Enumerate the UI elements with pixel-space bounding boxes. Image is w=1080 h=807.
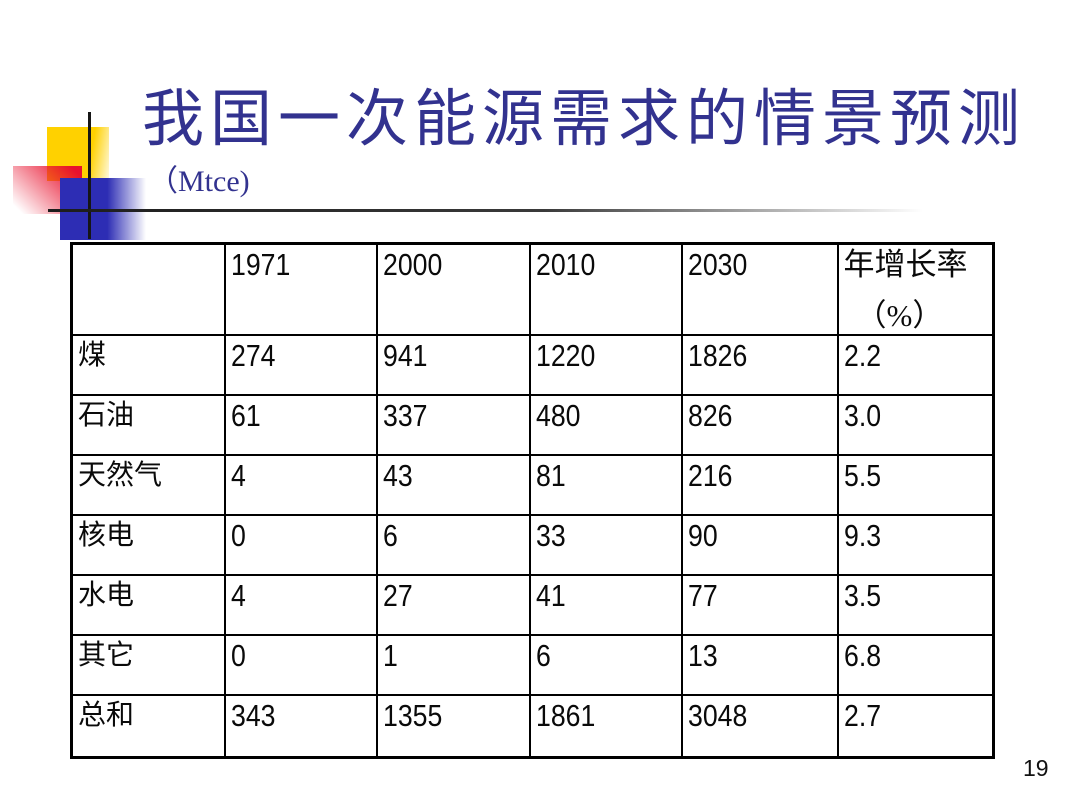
row-label: 其它 (70, 634, 226, 697)
cell: 480 (528, 394, 683, 457)
slide-title: 我国一次能源需求的情景预测 (142, 86, 1027, 154)
table-row-hydro: 水电 4 27 41 77 3.5 (70, 574, 995, 637)
header-year-2030: 2030 (680, 242, 839, 337)
header-year-1971: 1971 (223, 242, 378, 337)
cell: 81 (528, 454, 683, 517)
row-label: 核电 (70, 514, 226, 577)
cell: 3048 (680, 694, 839, 759)
cell: 6 (375, 514, 531, 577)
title-underline-rule (48, 209, 950, 212)
cell: 27 (375, 574, 531, 637)
energy-demand-table: 1971 2000 2010 2030 年增长率 （%） 煤 274 941 1… (70, 242, 995, 759)
cell: 6.8 (836, 634, 995, 697)
cell: 61 (223, 394, 378, 457)
slide-subtitle: （Mtce) (148, 165, 250, 198)
row-label: 煤 (70, 334, 226, 397)
cell: 337 (375, 394, 531, 457)
header-empty-cell (70, 242, 226, 337)
cell: 77 (680, 574, 839, 637)
table-row-other: 其它 0 1 6 13 6.8 (70, 634, 995, 697)
cell: 3.5 (836, 574, 995, 637)
header-year-2000: 2000 (375, 242, 531, 337)
cell: 1 (375, 634, 531, 697)
cell: 1826 (680, 334, 839, 397)
cell: 343 (223, 694, 378, 759)
growth-header-line1: 年增长率 (843, 247, 968, 282)
cell: 43 (375, 454, 531, 517)
cell: 3.0 (836, 394, 995, 457)
cell: 13 (680, 634, 839, 697)
table-row-oil: 石油 61 337 480 826 3.0 (70, 394, 995, 457)
cell: 6 (528, 634, 683, 697)
cell: 1861 (528, 694, 683, 759)
table-row-coal: 煤 274 941 1220 1826 2.2 (70, 334, 995, 397)
cell: 5.5 (836, 454, 995, 517)
cell: 1220 (528, 334, 683, 397)
decoration-vertical-line (88, 112, 91, 239)
cell: 0 (223, 514, 378, 577)
cell: 4 (223, 454, 378, 517)
cell: 41 (528, 574, 683, 637)
header-growth-rate: 年增长率 （%） (836, 242, 995, 337)
header-year-2010: 2010 (528, 242, 683, 337)
cell: 0 (223, 634, 378, 697)
cell: 1355 (375, 694, 531, 759)
cell: 941 (375, 334, 531, 397)
table-row-nuclear: 核电 0 6 33 90 9.3 (70, 514, 995, 577)
cell: 90 (680, 514, 839, 577)
cell: 33 (528, 514, 683, 577)
table-header-row: 1971 2000 2010 2030 年增长率 （%） (70, 242, 995, 337)
cell: 2.2 (836, 334, 995, 397)
cell: 274 (223, 334, 378, 397)
table-row-natural-gas: 天然气 4 43 81 216 5.5 (70, 454, 995, 517)
cell: 216 (680, 454, 839, 517)
table-row-total: 总和 343 1355 1861 3048 2.7 (70, 694, 995, 759)
row-label: 总和 (70, 694, 226, 759)
row-label: 水电 (70, 574, 226, 637)
row-label: 石油 (70, 394, 226, 457)
cell: 9.3 (836, 514, 995, 577)
page-number: 19 (1023, 755, 1049, 781)
growth-header-line2: （%） (855, 298, 944, 334)
row-label: 天然气 (70, 454, 226, 517)
cell: 826 (680, 394, 839, 457)
cell: 2.7 (836, 694, 995, 759)
cell: 4 (223, 574, 378, 637)
